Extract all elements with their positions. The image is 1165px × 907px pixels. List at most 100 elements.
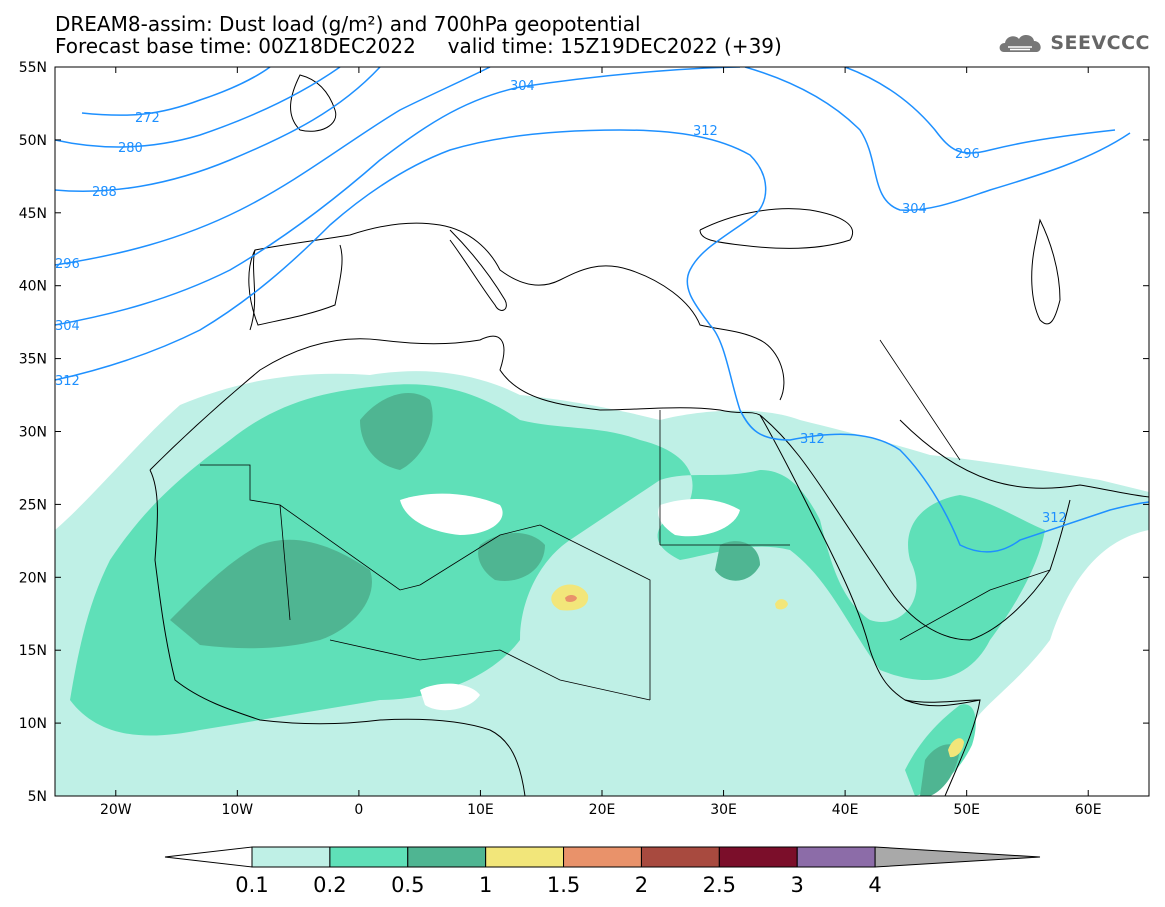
contour-296-west [55, 67, 491, 266]
contour-label-group: 272 280 288 296 304 312 304 312 296 304 … [55, 79, 1067, 526]
contour-296-east [844, 67, 1116, 154]
dust-region-mid [70, 384, 1045, 736]
coast-black-sea [699, 208, 853, 249]
colorbar-segment [329, 846, 409, 868]
lat-label: 30N [19, 425, 47, 441]
lat-label: 15N [19, 643, 47, 659]
border-algeria-mali [279, 504, 421, 591]
lat-label: 50N [19, 133, 47, 149]
colorbar-tick-label: 1.5 [547, 873, 580, 897]
colorbar-segment [485, 846, 565, 868]
coast-red-sea [759, 414, 981, 703]
colorbar-tick-label: 2.5 [703, 873, 736, 897]
contour-label: 312 [1042, 511, 1067, 526]
lon-label: 10E [467, 802, 494, 818]
contour-label: 312 [55, 374, 80, 389]
coast-west-africa [149, 469, 526, 796]
colorbar-tick-label: 3 [791, 873, 804, 897]
forecast-base-time: Forecast base time: 00Z18DEC2022 [55, 34, 416, 58]
coast-arabia [759, 414, 1071, 641]
contour-label: 304 [510, 79, 535, 94]
lon-label: 60E [1075, 802, 1102, 818]
lon-label: 50E [953, 802, 980, 818]
contour-label: 312 [800, 432, 825, 447]
lat-label: 10N [19, 716, 47, 732]
contour-label: 280 [118, 141, 143, 156]
lat-label: 25N [19, 497, 47, 513]
border-iran-iraq [879, 339, 961, 461]
colorbar-segment [640, 846, 720, 868]
colorbar-segment [563, 846, 642, 868]
colorbar-segment [251, 846, 331, 868]
colorbar-tick-label: 1 [479, 873, 492, 897]
dust-region-dark-5 [920, 744, 960, 796]
valid-time: valid time: 15Z19DEC2022 (+39) [447, 34, 782, 58]
lon-label: 0 [354, 802, 363, 818]
dust-region-dark [170, 539, 372, 649]
border-sahel [329, 639, 651, 701]
dust-region-yellow-3 [948, 738, 964, 758]
colorbar: 0.1 0.2 0.5 1 1.5 2 2.5 3 4 [164, 846, 1041, 897]
colorbar-arrow-low [164, 846, 253, 868]
contour-312 [55, 129, 1149, 553]
lat-label: 40N [19, 279, 47, 295]
dust-region-dark-2 [360, 392, 433, 470]
lon-label: 10W [221, 802, 253, 818]
contour-label: 304 [902, 202, 927, 217]
lon-label: 40E [832, 802, 859, 818]
colorbar-tick-label: 4 [868, 873, 881, 897]
coast-gulf [899, 419, 1149, 498]
colorbar-tick-label: 2 [635, 873, 648, 897]
coast-horn [904, 699, 981, 796]
coast-mediterranean-north [249, 222, 785, 401]
coast-north-africa [149, 335, 761, 471]
contour-label: 304 [55, 319, 80, 334]
colorbar-tick-label: 0.5 [391, 873, 424, 897]
contour-label: 296 [55, 257, 80, 272]
cloud-logo-icon [999, 35, 1041, 52]
logo-text: SEEVCCC [1050, 32, 1150, 54]
lat-label: 55N [19, 60, 47, 76]
contour-label: 272 [135, 111, 160, 126]
contour-label: 296 [955, 147, 980, 162]
clear-area-3 [420, 683, 480, 711]
lat-label: 35N [19, 352, 47, 368]
coast-iberia [248, 244, 343, 326]
colorbar-tick-label: 0.2 [313, 873, 346, 897]
colorbar-segment [796, 846, 876, 868]
lat-label: 45N [19, 206, 47, 222]
lon-label: 20E [589, 802, 616, 818]
latitude-axis: 55N 50N 45N 40N 35N 30N 25N 20N 15N 10N 5N [19, 60, 1149, 805]
border-chad [539, 524, 651, 700]
dust-region-dark-4 [715, 541, 760, 581]
dust-region-orange [565, 595, 577, 602]
lon-label: 30E [710, 802, 737, 818]
border-saudi-yemen [899, 569, 1051, 641]
contour-272 [81, 67, 271, 116]
lon-label: 20W [100, 802, 132, 818]
border-algeria-niger [419, 524, 541, 586]
colorbar-segment [407, 846, 487, 868]
colorbar-tick-label: 0.1 [235, 873, 268, 897]
contour-label: 288 [92, 185, 117, 200]
lat-label: 5N [28, 789, 47, 805]
contour-label: 312 [693, 124, 718, 139]
coast-italy [449, 229, 507, 311]
coast-caspian [1031, 218, 1061, 325]
country-borders [200, 339, 1051, 701]
geopotential-contours [55, 67, 1149, 553]
clear-area-1 [400, 493, 503, 535]
coastlines [149, 74, 1149, 796]
contour-280 [55, 67, 341, 148]
dust-region-dark-3 [478, 532, 545, 581]
map-subtitle: Forecast base time: 00Z18DEC2022 valid t… [55, 35, 782, 57]
longitude-axis: 20W 10W 0 10E 20E 30E 40E 50E 60E [100, 67, 1102, 818]
contour-288 [55, 67, 381, 192]
dust-field [55, 67, 1149, 796]
map-title: DREAM8-assim: Dust load (g/m²) and 700hP… [55, 12, 641, 36]
colorbar-segment [718, 846, 798, 868]
border-mauritania-mali [200, 464, 291, 621]
seevccc-logo: SEEVCCC [996, 28, 1150, 58]
lat-label: 20N [19, 570, 47, 586]
